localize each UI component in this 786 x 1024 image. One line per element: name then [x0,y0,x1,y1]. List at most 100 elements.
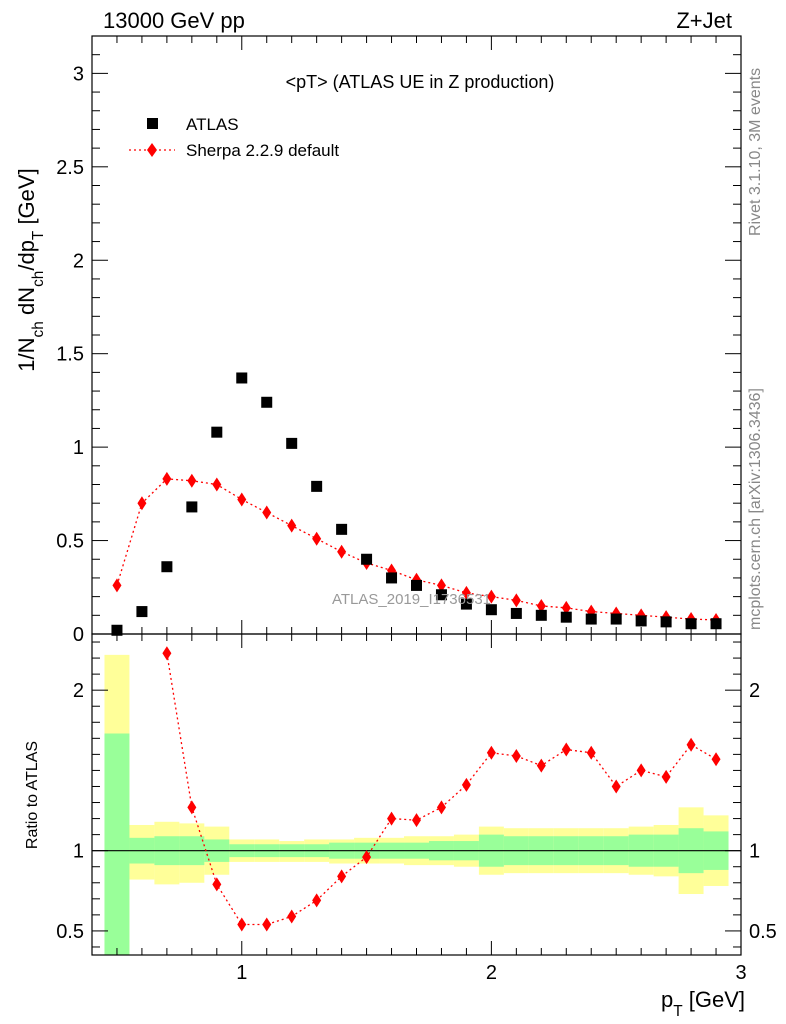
data-point-atlas [261,396,273,408]
watermark: ATLAS_2019_I1736531 [332,591,491,608]
main-ytick-label: 1.5 [56,344,84,366]
data-point-sherpa [586,745,596,760]
ratio-series-layer [162,646,721,932]
legend: ATLAS Sherpa 2.2.9 default [129,115,339,160]
band-stat-bin [104,733,130,955]
ratio-ylabel: Ratio to ATLAS [24,741,41,849]
data-point-sherpa [387,811,397,826]
data-point-sherpa [362,850,372,865]
data-point-sherpa [162,646,172,661]
series-line-sherpa [166,653,717,926]
chart-title: <pT> (ATLAS UE in Z production) [286,72,555,92]
data-point-atlas [660,616,672,628]
data-point-sherpa [486,589,496,604]
data-point-atlas [411,579,422,591]
main-panel: 0 0.5 1 1.5 2 2.5 3 [56,35,742,646]
data-point-atlas [336,523,348,535]
data-point-atlas [136,606,148,618]
data-point-atlas [435,589,447,601]
ratio-ytick-label: 2 [73,680,84,702]
header-right: Z+Jet [676,8,732,33]
rivet-side-text: Rivet 3.1.10, 3M events [747,68,764,236]
data-point-atlas [585,613,597,625]
data-point-sherpa [486,745,496,760]
data-point-sherpa [686,737,696,752]
data-point-sherpa [287,909,297,924]
data-point-sherpa [436,578,446,593]
ratio-panel: 0.5 0.5 1 1 2 2 1 2 3 [56,633,777,984]
data-point-atlas [485,604,497,616]
data-point-sherpa [511,748,521,763]
data-point-sherpa [561,742,571,757]
data-point-atlas [386,572,398,584]
main-ytick-label: 3 [73,63,84,85]
ratio-xlabel: pT [GeV] [661,987,745,1020]
data-point-sherpa [262,917,272,932]
data-point-atlas [161,561,173,573]
data-point-sherpa [287,518,297,533]
xtick-label: 2 [486,962,497,984]
ratio-frame [91,633,742,956]
main-ytick-label: 0.5 [56,531,84,553]
main-ytick-label: 1 [73,437,84,459]
mcplots-side-text: mcplots.cern.ch [arXiv:1306.3436] [747,388,764,630]
data-point-atlas [685,618,697,630]
data-point-sherpa [661,769,671,784]
header-left: 13000 GeV pp [103,8,245,33]
data-point-atlas [361,553,373,565]
data-point-sherpa [337,869,347,884]
data-point-atlas [535,609,547,621]
data-point-sherpa [461,777,471,792]
data-point-atlas [710,618,722,630]
data-point-atlas [635,615,647,627]
ratio-ytick-label-right: 1 [749,841,760,863]
data-point-atlas [510,607,522,619]
data-point-atlas [460,598,472,610]
ratio-bands-layer [104,654,729,955]
legend-atlas-marker [147,118,158,129]
data-point-atlas [186,501,198,513]
ratio-ytick-label-right: 2 [749,680,760,702]
data-point-sherpa [312,893,322,908]
main-ytick-label: 2.5 [56,157,84,179]
main-ylabel: 1/Nch dNch/dpT [GeV] [14,168,47,371]
data-point-sherpa [212,877,222,892]
data-point-sherpa [187,473,197,488]
legend-sherpa-marker [147,143,157,157]
data-point-sherpa [461,585,471,600]
xtick-label: 1 [236,962,247,984]
legend-atlas-label: ATLAS [186,115,239,134]
data-point-atlas [236,372,248,384]
data-point-atlas [560,611,572,623]
data-point-atlas [610,613,622,625]
data-point-sherpa [511,593,521,608]
data-point-sherpa [262,505,272,520]
xtick-label: 3 [735,962,746,984]
ratio-ytick-label: 0.5 [56,921,84,943]
ratio-ytick-label: 1 [73,841,84,863]
data-point-sherpa [237,492,247,507]
data-point-sherpa [412,813,421,828]
data-point-sherpa [536,758,546,773]
data-point-sherpa [611,779,621,794]
data-point-atlas [111,624,123,636]
data-point-sherpa [237,917,247,932]
data-point-atlas [311,480,323,492]
data-point-sherpa [636,763,646,778]
data-point-sherpa [312,531,322,546]
data-point-sherpa [337,544,347,559]
data-point-atlas [211,426,223,438]
main-ytick-label: 0 [73,624,84,646]
main-series-layer [111,372,722,636]
data-point-sherpa [137,496,147,511]
ratio-ytick-label-right: 0.5 [749,921,777,943]
data-point-sherpa [436,800,446,815]
main-ytick-label: 2 [73,250,84,272]
data-point-sherpa [112,578,122,593]
data-point-sherpa [187,800,197,815]
data-point-sherpa [212,477,222,492]
data-point-atlas [286,437,298,449]
data-point-sherpa [711,752,721,767]
data-point-sherpa [561,600,571,615]
